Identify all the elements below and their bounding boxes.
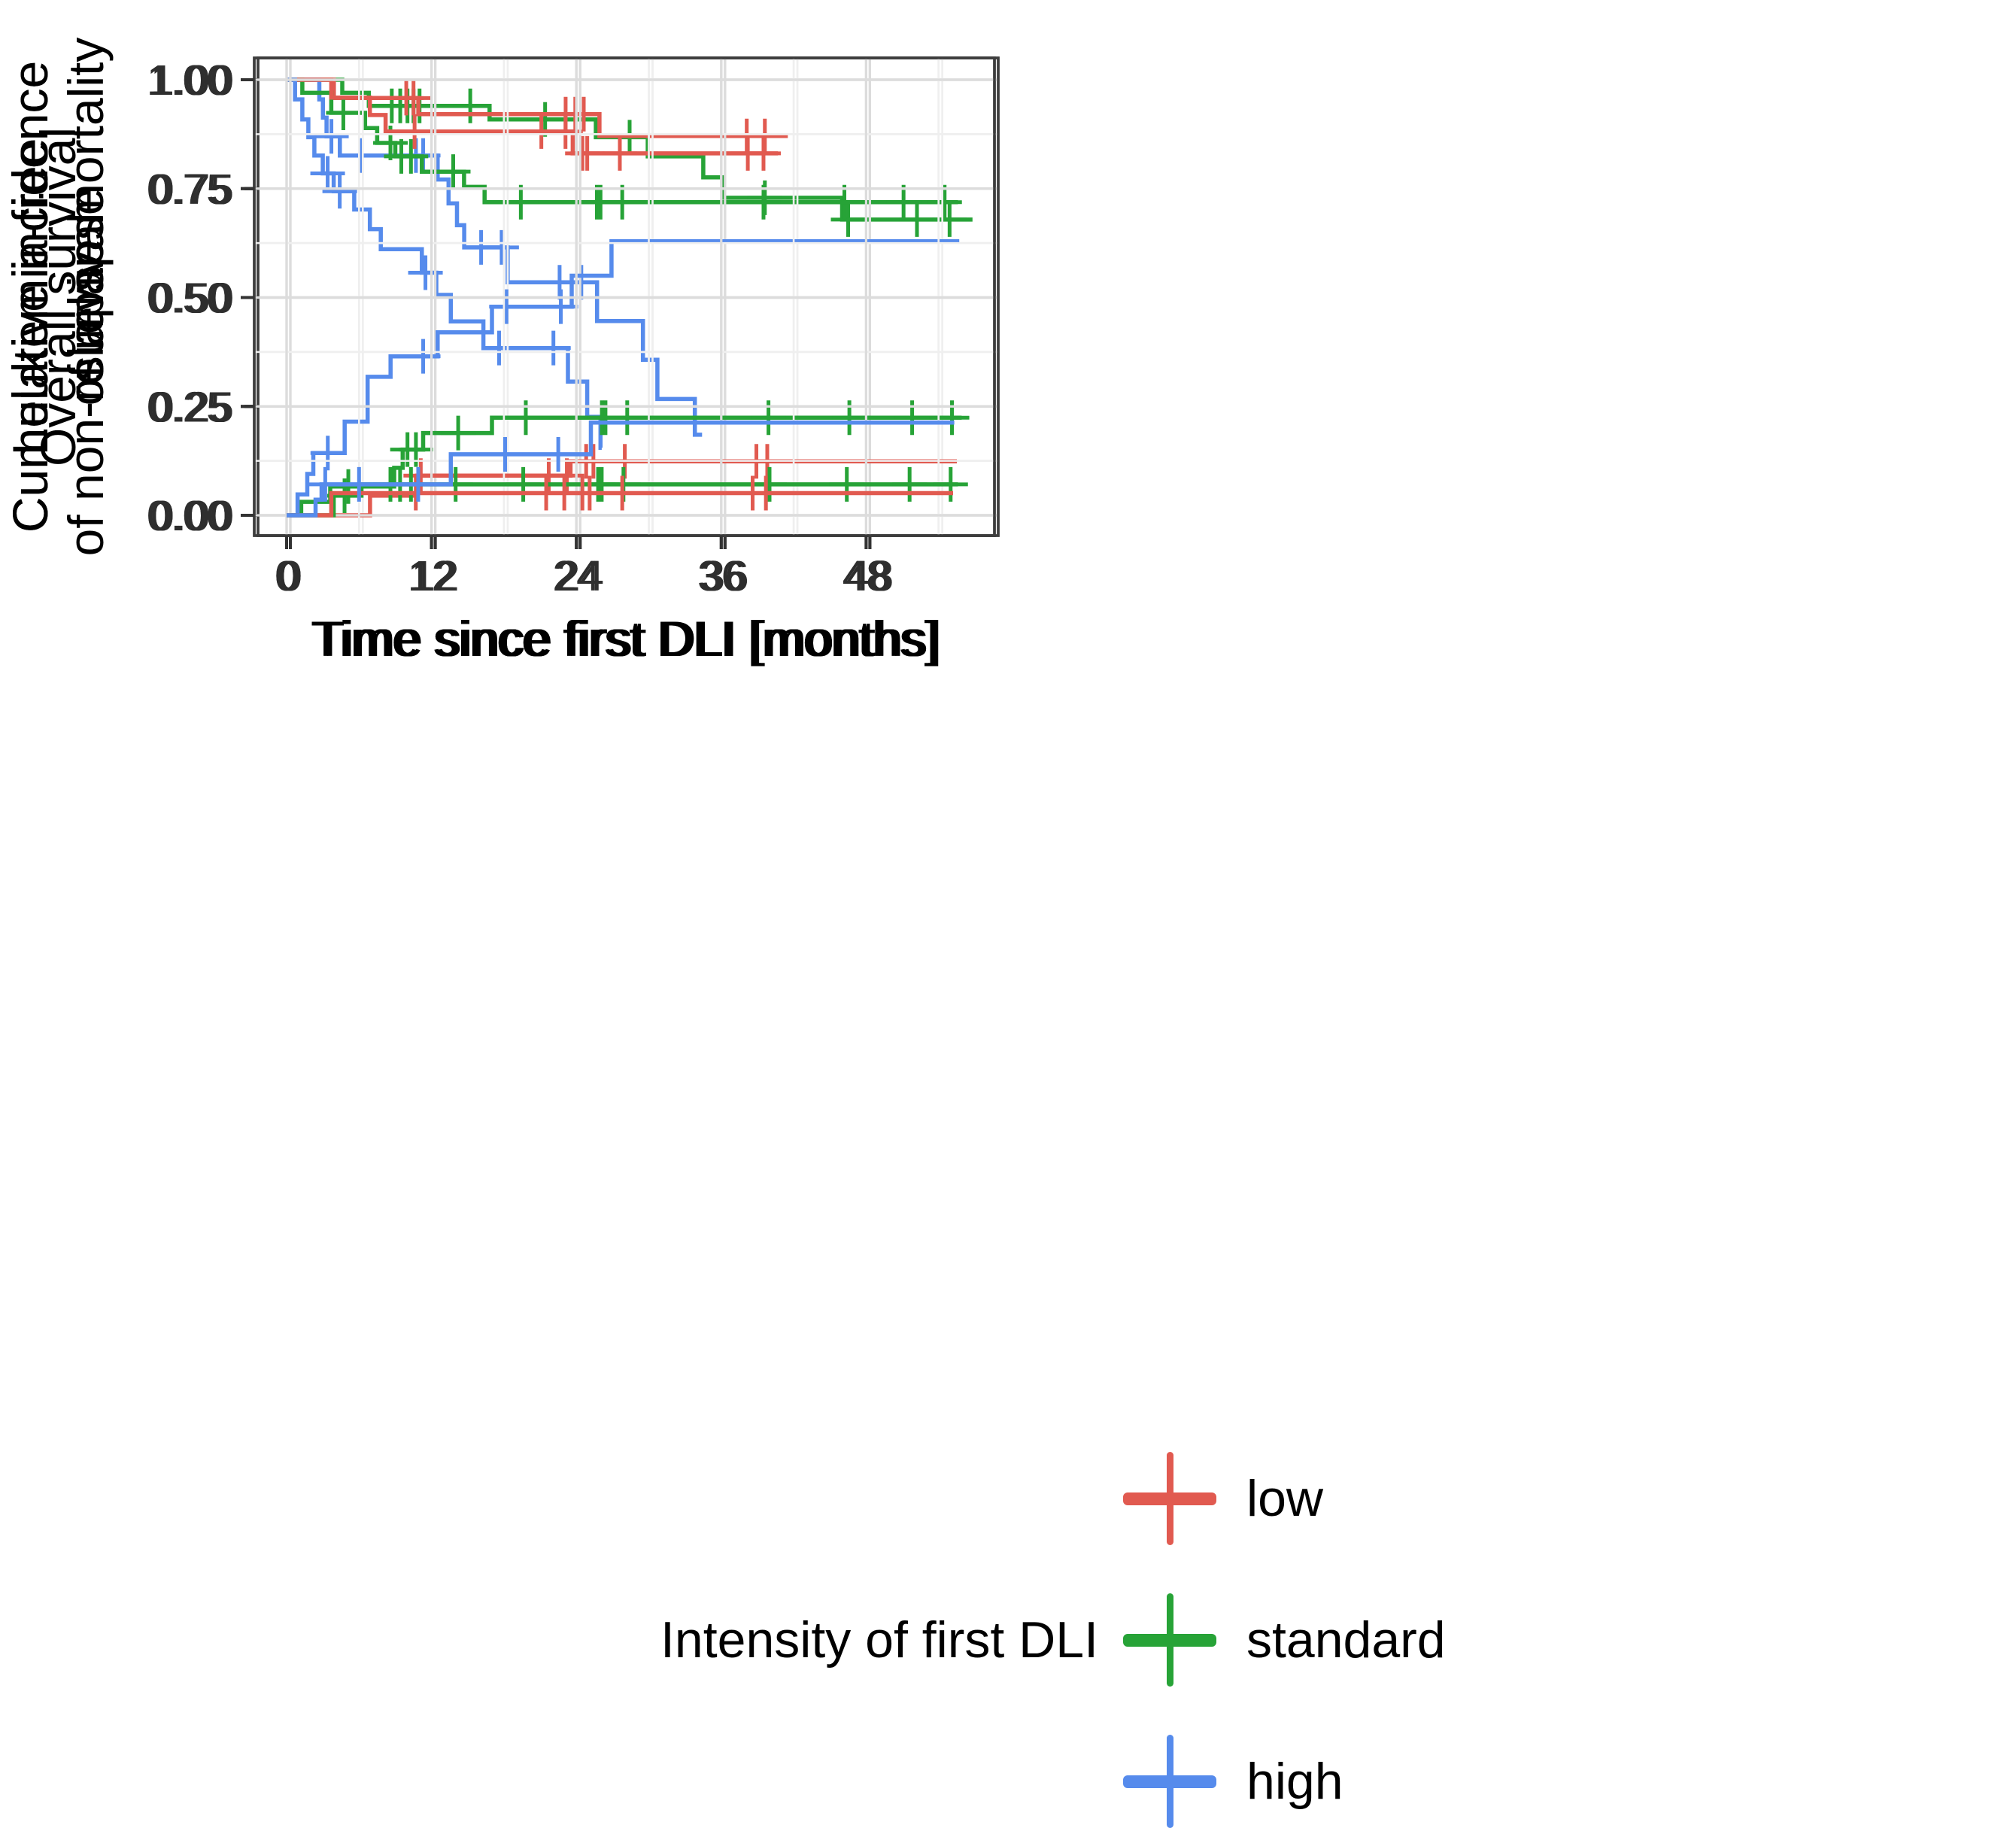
censor-marks-high: [308, 436, 576, 502]
x-tick-label: 0: [278, 552, 302, 600]
censor-marks-standard: [327, 466, 968, 513]
y-tick-label: 1.00: [150, 56, 234, 105]
plus-censor-icon: [1123, 1452, 1216, 1545]
axis-ticks: [241, 78, 868, 549]
y-tick-label: 0.25: [147, 383, 230, 431]
y-axis-title: Overall survival: [30, 127, 86, 466]
x-tick-label: 12: [411, 552, 459, 600]
censor-marks-low: [397, 114, 781, 171]
y-tick-label: 0.00: [147, 492, 230, 540]
major-gridlines: [254, 58, 994, 536]
x-tick-label: 24: [556, 552, 603, 600]
y-axis-title: of relapse: [58, 188, 114, 406]
y-tick-label: 1.00: [147, 56, 230, 105]
x-tick-label: 12: [408, 552, 455, 600]
x-tick-label: 48: [843, 552, 890, 600]
y-axis-title: survival: [58, 213, 114, 381]
x-tick-label: 24: [552, 552, 600, 600]
legend-label-standard: standard: [1246, 1611, 1446, 1669]
chart-cumulative-incidence-nrm: 0 12 24 36 48 1.00 0.75 0.50 0.25 0.00 Time since …: [0, 0, 1008, 716]
x-tick-label: 48: [846, 552, 894, 600]
km-curve-high: [287, 420, 955, 518]
legend-item-high: high: [1123, 1735, 1343, 1828]
y-tick-label: 1.00: [147, 56, 230, 105]
x-tick-label: 36: [697, 552, 745, 600]
y-tick-label: 0.25: [150, 383, 234, 431]
censor-marks-low: [398, 475, 784, 511]
x-tick-label: 0: [275, 552, 299, 600]
legend-item-standard: standard: [1123, 1593, 1446, 1687]
x-axis-title: Time since first DLI [months]: [311, 611, 938, 667]
y-tick-label: 0.25: [150, 383, 234, 431]
km-curve-high: [290, 77, 703, 437]
x-tick-label: 48: [846, 552, 894, 600]
y-tick-label: 0.50: [150, 275, 234, 323]
y-axis-title: Cumulative incidence: [2, 61, 58, 533]
y-tick-label: 0.50: [150, 275, 234, 323]
censor-marks-high: [310, 289, 578, 471]
y-tick-label: 0.75: [150, 165, 234, 214]
y-tick-label: 0.00: [147, 492, 230, 540]
legend-label-high: high: [1246, 1753, 1343, 1810]
x-tick-label: 0: [278, 552, 302, 600]
y-tick-label: 0.00: [150, 492, 234, 540]
y-tick-label: 0.75: [147, 165, 230, 214]
x-tick-label: 36: [701, 552, 748, 600]
y-tick-label: 1.00: [150, 56, 234, 105]
x-axis-title: Time since first DLI [months]: [314, 611, 942, 667]
plus-censor-icon: [1123, 1593, 1216, 1687]
x-tick-label: 24: [556, 552, 603, 600]
y-axis-title: Leukemia-free: [2, 138, 58, 456]
km-curve-high: [290, 239, 960, 518]
x-tick-label: 36: [701, 552, 748, 600]
x-tick-label: 12: [408, 552, 455, 600]
x-axis-title: Time since first DLI [months]: [311, 611, 938, 667]
x-tick-label: 48: [843, 552, 890, 600]
x-axis-title: Time since first DLI [months]: [314, 611, 942, 667]
x-tick-label: 12: [411, 552, 459, 600]
x-tick-label: 36: [697, 552, 745, 600]
censor-marks-high: [310, 156, 571, 366]
y-tick-label: 0.25: [147, 383, 230, 431]
x-tick-label: 24: [552, 552, 600, 600]
km-curve-low: [287, 77, 779, 156]
km-curve-low: [290, 77, 788, 138]
y-tick-label: 0.75: [147, 165, 230, 214]
y-tick-label: 0.50: [147, 275, 230, 323]
y-tick-label: 0.75: [150, 165, 234, 214]
x-tick-label: 0: [275, 552, 299, 600]
legend-title: Intensity of first DLI: [660, 1611, 1098, 1669]
y-axis-title: Cumulative incidence: [2, 61, 58, 533]
y-tick-label: 0.50: [147, 275, 230, 323]
censor-marks-standard: [331, 400, 970, 504]
km-curve-low: [287, 490, 953, 518]
legend-item-low: low: [1123, 1452, 1323, 1545]
km-curve-high: [287, 77, 603, 451]
y-axis-title: of non-relapse mortality: [58, 38, 114, 557]
plus-censor-icon: [1123, 1735, 1216, 1828]
plot-svg: 0 12 24 36 48 1.00 0.75 0.50 0.25 0.00 Time since …: [2, 38, 996, 667]
y-tick-label: 0.00: [150, 492, 234, 540]
legend-label-low: low: [1246, 1470, 1324, 1527]
